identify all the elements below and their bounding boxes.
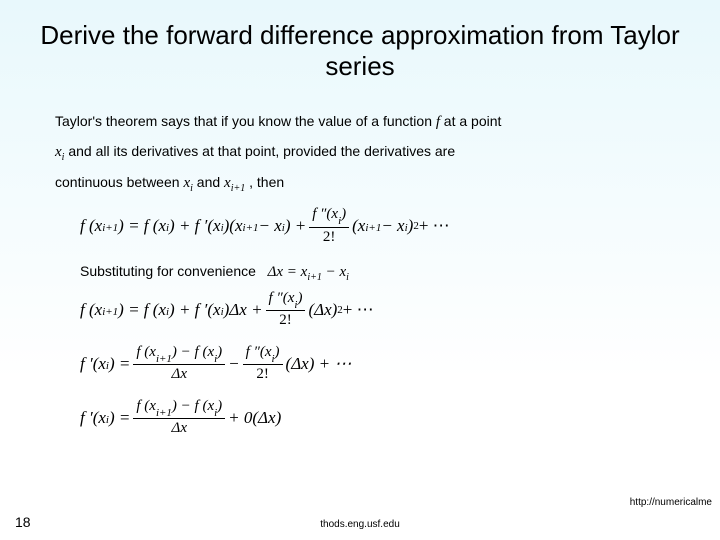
text-p1a: Taylor's theorem says that if you know t… [55, 113, 436, 129]
text-p3c: , then [249, 174, 284, 190]
math-xi: xi [55, 144, 64, 160]
math-dx-def: Δx = xi+1 − xi [268, 264, 349, 280]
equation-2: f (xi+1) = f (xi) + f ′(xi)Δx + f ″(xi)2… [0, 283, 720, 337]
text-p3b: and [197, 174, 224, 190]
footer-center-text: thods.eng.usf.edu [320, 519, 400, 530]
substituting-label: Substituting for convenience Δx = xi+1 −… [0, 253, 720, 283]
equation-3: f ′(xi) = f (xi+1) − f (xi)Δx − f ″(xi)2… [0, 337, 720, 391]
body-paragraph: Taylor's theorem says that if you know t… [0, 92, 720, 199]
page-number: 18 [15, 514, 31, 530]
text-p1b: at a point [444, 113, 502, 129]
footer-right-text: http://numericalme [630, 497, 712, 508]
equation-1: f (xi+1) = f (xi) + f ′(xi)(xi+1 − xi) +… [0, 199, 720, 253]
text-p2a: and all its derivatives at that point, p… [68, 143, 455, 159]
slide-title: Derive the forward difference approximat… [0, 0, 720, 92]
text-p3a: continuous between [55, 174, 183, 190]
equation-4: f ′(xi) = f (xi+1) − f (xi)Δx + 0(Δx) [0, 391, 720, 445]
math-xi-2: xi [183, 175, 192, 191]
math-f: f [436, 114, 444, 130]
math-xi1: xi+1 [224, 175, 245, 191]
